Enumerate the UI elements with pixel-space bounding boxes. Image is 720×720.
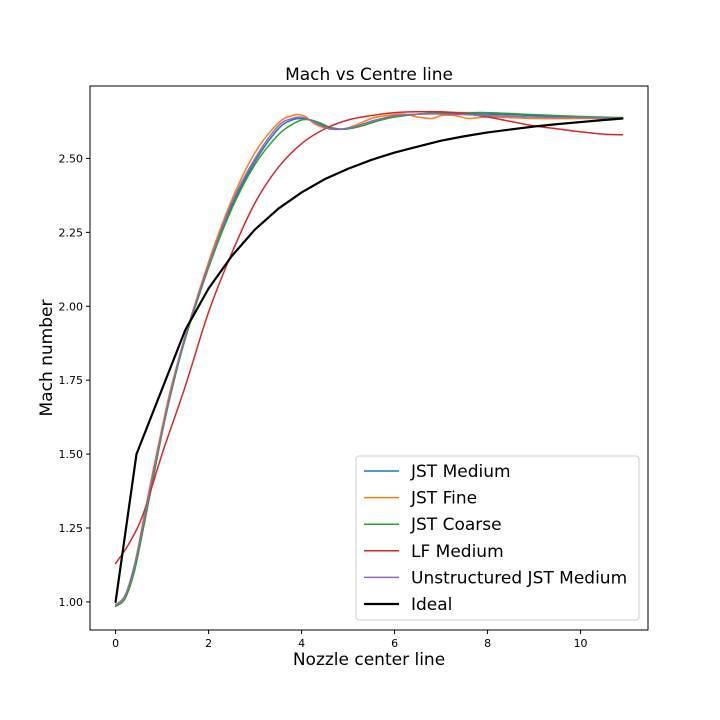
legend-label-jst-medium: JST Medium <box>410 462 511 482</box>
y-tick-label: 1.50 <box>59 448 84 461</box>
y-tick-label: 2.50 <box>59 152 84 165</box>
y-tick-label: 1.00 <box>59 596 84 609</box>
series-layer <box>114 110 624 608</box>
plot-frame <box>89 85 649 631</box>
legend-items: JST Medium JST Fine JST Coarse LF Medium Uns… <box>364 462 627 615</box>
x-axis: 0 2 4 6 8 10 <box>112 630 588 650</box>
x-tick-label: 4 <box>298 637 305 650</box>
legend-label-lf-medium: LF Medium <box>411 542 504 562</box>
series-line-unstructured-jst-medium <box>114 113 624 606</box>
series-line-ideal <box>114 117 624 604</box>
legend-label-unstructured-jst-medium: Unstructured JST Medium <box>411 568 627 588</box>
legend-box <box>355 455 640 621</box>
y-axis-title: Mach number <box>37 300 57 417</box>
x-tick-label: 10 <box>574 637 588 650</box>
chart-title: Mach vs Centre line <box>285 65 453 85</box>
x-tick-label: 0 <box>112 637 119 650</box>
y-tick-label: 1.75 <box>59 374 84 387</box>
legend: JST Medium JST Fine JST Coarse LF Medium Uns… <box>355 455 640 621</box>
y-tick-label: 2.00 <box>59 300 84 313</box>
x-tick-label: 6 <box>391 637 398 650</box>
x-axis-title: Nozzle center line <box>293 650 445 670</box>
y-tick-label: 2.25 <box>59 226 84 239</box>
x-tick-label: 8 <box>484 637 491 650</box>
legend-label-ideal: Ideal <box>411 595 452 615</box>
y-axis: 1.00 1.25 1.50 1.75 2.00 2.25 2.50 <box>59 152 90 609</box>
x-tick-label: 2 <box>205 637 212 650</box>
legend-label-jst-fine: JST Fine <box>410 489 477 509</box>
legend-label-jst-coarse: JST Coarse <box>410 515 502 535</box>
y-tick-label: 1.25 <box>59 522 84 535</box>
